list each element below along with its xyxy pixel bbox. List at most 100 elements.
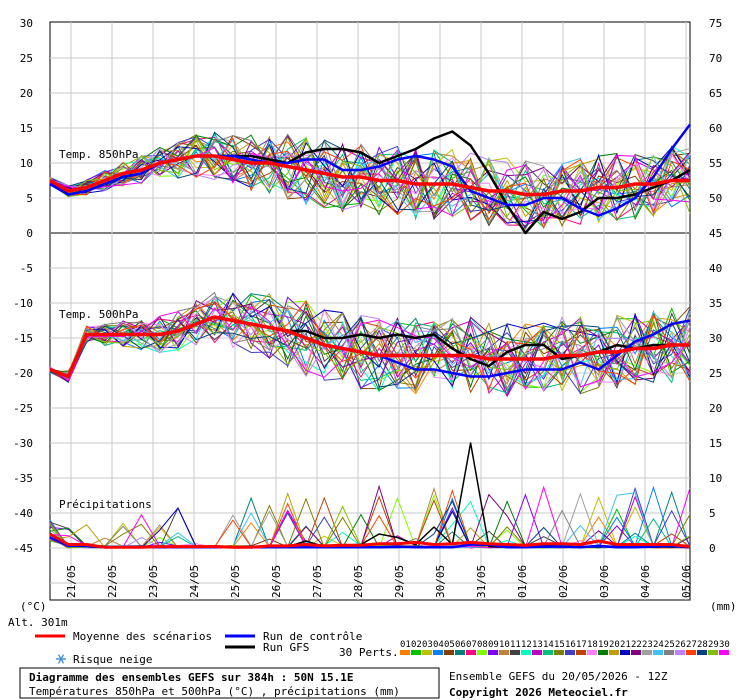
member-legend-swatch <box>653 650 663 655</box>
member-legend-label: 11 <box>510 640 521 650</box>
member-legend-swatch <box>532 650 542 655</box>
precip-section-label: Précipitations <box>59 498 152 511</box>
copyright: Copyright 2026 Meteociel.fr <box>449 686 628 699</box>
x-tick-label: 30/05 <box>434 565 447 598</box>
right-tick-label: 45 <box>709 227 722 240</box>
member-25-t500-line <box>49 291 691 390</box>
altitude-label: Alt. 301m <box>8 616 68 629</box>
member-legend-label: 15 <box>554 640 565 650</box>
left-tick-label: 30 <box>20 17 33 30</box>
left-tick-label: -15 <box>13 332 33 345</box>
x-tick-label: 27/05 <box>311 565 324 598</box>
chart-title: Diagramme des ensembles GEFS sur 384h : … <box>29 671 354 684</box>
x-tick-label: 23/05 <box>147 565 160 598</box>
member-legend-swatch <box>499 650 509 655</box>
member-legend-label: 23 <box>642 640 653 650</box>
member-05-t500-line <box>49 306 691 398</box>
title-box <box>19 667 440 699</box>
member-legend-label: 26 <box>675 640 686 650</box>
right-tick-label: 15 <box>709 437 722 450</box>
member-legend-swatch <box>631 650 641 655</box>
right-tick-label: 55 <box>709 157 722 170</box>
member-04-t500-line <box>49 299 691 391</box>
x-tick-label: 28/05 <box>352 565 365 598</box>
member-legend-swatch <box>686 650 696 655</box>
member-legend-swatch <box>664 650 674 655</box>
member-legend-swatch <box>510 650 520 655</box>
legend-snow-label: Risque neige <box>73 653 152 666</box>
left-unit: (°C) <box>20 600 47 613</box>
right-tick-label: 60 <box>709 122 722 135</box>
member-legend-swatch <box>400 650 410 655</box>
x-tick-label: 29/05 <box>393 565 406 598</box>
x-tick-label: 24/05 <box>188 565 201 598</box>
member-legend-label: 06 <box>455 640 466 650</box>
member-legend-swatch <box>675 650 685 655</box>
member-22-t500-line <box>49 300 691 381</box>
member-legend-label: 27 <box>686 640 697 650</box>
t500-section-label: Temp. 500hPa <box>59 308 138 321</box>
member-legend-swatch <box>598 650 608 655</box>
member-legend-label: 08 <box>477 640 488 650</box>
left-tick-label: 25 <box>20 52 33 65</box>
left-tick-label: 5 <box>26 192 33 205</box>
t850-section-label: Temp. 850hPa <box>59 148 138 161</box>
right-tick-label: 30 <box>709 332 722 345</box>
right-tick-label: 10 <box>709 472 722 485</box>
member-legend-swatch <box>543 650 553 655</box>
x-tick-label: 03/06 <box>598 565 611 598</box>
member-legend-label: 28 <box>697 640 708 650</box>
member-legend-label: 30 <box>719 640 730 650</box>
legend-perts-label: 30 Perts. <box>339 646 399 659</box>
left-tick-label: -10 <box>13 297 33 310</box>
member-legend-label: 24 <box>653 640 664 650</box>
member-legend-label: 02 <box>411 640 422 650</box>
member-legend-label: 14 <box>543 640 554 650</box>
right-tick-label: 75 <box>709 17 722 30</box>
left-tick-label: 20 <box>20 87 33 100</box>
member-legend-label: 10 <box>499 640 510 650</box>
legend-gfs-label: Run GFS <box>263 641 309 654</box>
member-21-t850-line <box>49 138 691 224</box>
member-legend-label: 07 <box>466 640 477 650</box>
right-tick-label: 65 <box>709 87 722 100</box>
member-legend-label: 04 <box>433 640 444 650</box>
left-tick-label: 15 <box>20 122 33 135</box>
right-tick-label: 0 <box>709 542 716 555</box>
left-tick-label: -30 <box>13 437 33 450</box>
x-tick-label: 31/05 <box>475 565 488 598</box>
member-16-t500-line <box>49 300 691 395</box>
x-tick-label: 22/05 <box>106 565 119 598</box>
member-legend-label: 21 <box>620 640 631 650</box>
member-legend-label: 17 <box>576 640 587 650</box>
member-legend-label: 03 <box>422 640 433 650</box>
legend-mean-label: Moyenne des scénarios <box>73 630 212 643</box>
member-24-t500-line <box>49 309 691 387</box>
member-26-t500-line <box>49 309 691 389</box>
member-29-t500-line <box>49 314 691 381</box>
member-legend-label: 13 <box>532 640 543 650</box>
member-legend-swatch <box>620 650 630 655</box>
member-legend-swatch <box>697 650 707 655</box>
member-legend-swatch <box>455 650 465 655</box>
member-legend: 01 02 03 04 05 06 07 08 09 10 11 12 13 14 15 16 17 18 19 20… <box>400 640 730 655</box>
right-tick-label: 5 <box>709 507 716 520</box>
x-tick-label: 26/05 <box>270 565 283 598</box>
member-legend-label: 01 <box>400 640 411 650</box>
right-tick-label: 20 <box>709 402 722 415</box>
x-tick-label: 02/06 <box>557 565 570 598</box>
right-tick-label: 35 <box>709 297 722 310</box>
right-tick-label: 25 <box>709 367 722 380</box>
member-legend-swatch <box>554 650 564 655</box>
left-tick-label: 10 <box>20 157 33 170</box>
member-legend-label: 25 <box>664 640 675 650</box>
x-tick-label: 05/06 <box>680 565 693 598</box>
member-19-t850-line <box>49 134 691 221</box>
member-legend-swatch <box>565 650 575 655</box>
member-legend-swatch <box>576 650 586 655</box>
legend-control-label: Run de contrôle <box>263 630 362 643</box>
member-legend-label: 29 <box>708 640 719 650</box>
main-series <box>49 123 692 549</box>
